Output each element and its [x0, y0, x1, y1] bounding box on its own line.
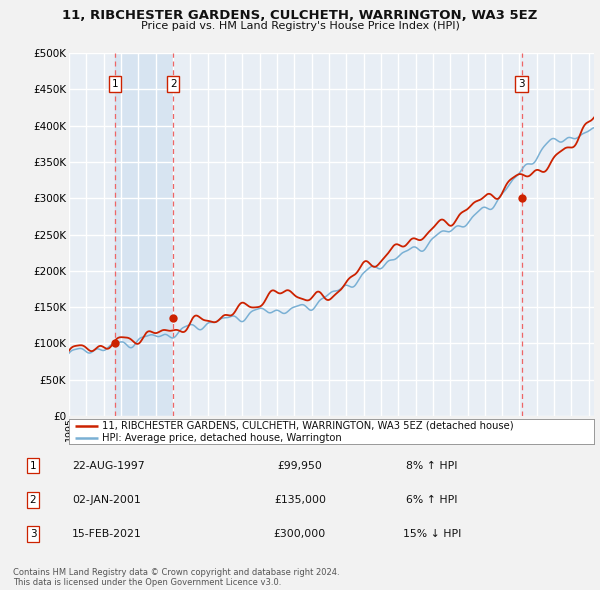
- Text: 2: 2: [29, 495, 37, 504]
- Text: Price paid vs. HM Land Registry's House Price Index (HPI): Price paid vs. HM Land Registry's House …: [140, 21, 460, 31]
- Text: 11, RIBCHESTER GARDENS, CULCHETH, WARRINGTON, WA3 5EZ: 11, RIBCHESTER GARDENS, CULCHETH, WARRIN…: [62, 9, 538, 22]
- Text: HPI: Average price, detached house, Warrington: HPI: Average price, detached house, Warr…: [102, 433, 342, 443]
- Text: Contains HM Land Registry data © Crown copyright and database right 2024.
This d: Contains HM Land Registry data © Crown c…: [13, 568, 340, 587]
- Text: 1: 1: [112, 79, 118, 89]
- Text: 15-FEB-2021: 15-FEB-2021: [72, 529, 142, 539]
- Text: 3: 3: [29, 529, 37, 539]
- Text: £300,000: £300,000: [274, 529, 326, 539]
- Text: 11, RIBCHESTER GARDENS, CULCHETH, WARRINGTON, WA3 5EZ (detached house): 11, RIBCHESTER GARDENS, CULCHETH, WARRIN…: [102, 421, 514, 431]
- Bar: [115, 53, 173, 416]
- Text: 6% ↑ HPI: 6% ↑ HPI: [406, 495, 458, 504]
- Text: 2: 2: [170, 79, 176, 89]
- Text: 15% ↓ HPI: 15% ↓ HPI: [403, 529, 461, 539]
- Text: 8% ↑ HPI: 8% ↑ HPI: [406, 461, 458, 470]
- Text: £135,000: £135,000: [274, 495, 326, 504]
- Text: £99,950: £99,950: [278, 461, 322, 470]
- Text: 22-AUG-1997: 22-AUG-1997: [72, 461, 145, 470]
- Text: 1: 1: [29, 461, 37, 470]
- Text: 3: 3: [518, 79, 525, 89]
- Text: 02-JAN-2001: 02-JAN-2001: [72, 495, 141, 504]
